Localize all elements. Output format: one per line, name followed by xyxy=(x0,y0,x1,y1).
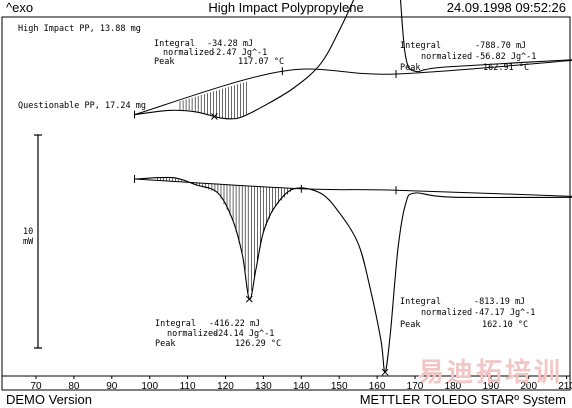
scale-bar-unit: mW xyxy=(23,237,34,247)
x-tick-label: 100 xyxy=(141,381,158,392)
integral-box-high-impact-1: Integral -34.28 mJ normalized -2.47 Jg^-… xyxy=(154,39,284,67)
x-tick-label: 120 xyxy=(217,381,234,392)
integral-value: -34.28 mJ xyxy=(207,39,253,49)
scale-bar: 10 mW xyxy=(23,134,42,349)
peak-marker xyxy=(245,295,253,303)
svg-text:normalized: normalized xyxy=(163,48,214,58)
x-tick-label: 80 xyxy=(68,381,80,392)
watermark: 易迪拓培训 xyxy=(418,357,564,387)
svg-text:Peak: Peak xyxy=(400,320,420,330)
integral-box-questionable-2: Integral -813.19 mJ normalized -47.17 Jg… xyxy=(400,297,535,330)
series-0 xyxy=(134,0,572,120)
system-label: METTLER TOLEDO STARº System xyxy=(359,392,566,407)
x-tick-label: 70 xyxy=(30,381,42,392)
scale-bar-value: 10 xyxy=(23,227,33,237)
dsc-curve-1 xyxy=(134,176,572,373)
x-tick-label: 160 xyxy=(369,381,386,392)
integral-normalized: -2.47 Jg^-1 xyxy=(211,48,267,58)
x-tick-label: 130 xyxy=(255,381,272,392)
integral-box-questionable-1: Integral -416.22 mJ normalized -24.14 Jg… xyxy=(155,319,281,349)
integral-label: Integral xyxy=(155,319,196,329)
integral-box-high-impact-2: Integral -788.70 mJ normalized -56.82 Jg… xyxy=(400,41,536,73)
integral-peak: 117.07 °C xyxy=(238,57,284,67)
timestamp: 24.09.1998 09:52:26 xyxy=(446,0,566,15)
integral-peak: 126.29 °C xyxy=(235,339,281,349)
x-tick-label: 140 xyxy=(293,381,310,392)
integral-label: Integral xyxy=(400,297,441,307)
integral-label: Integral xyxy=(154,39,195,49)
x-tick-label: 90 xyxy=(106,381,118,392)
integral-peak: 162.10 °C xyxy=(482,320,528,330)
baseline-line-1 xyxy=(134,178,572,197)
x-tick-label: 180 xyxy=(445,381,462,392)
series-1 xyxy=(134,175,572,376)
series-label-questionable: Questionable PP, 17.24 mg xyxy=(18,101,146,111)
x-tick-label: 150 xyxy=(331,381,348,392)
svg-text:normalized: normalized xyxy=(421,308,472,318)
x-tick-label: 190 xyxy=(482,381,499,392)
plot-frame xyxy=(1,16,571,391)
exo-direction-label: ^exo xyxy=(6,0,34,15)
baseline-line-0 xyxy=(134,59,572,116)
svg-text:normalized: normalized xyxy=(421,52,472,62)
peak-marker xyxy=(381,368,389,376)
x-tick-label: 210 xyxy=(558,381,572,392)
integral-value: -813.19 mJ xyxy=(474,297,525,307)
x-tick-label: 170 xyxy=(407,381,424,392)
demo-version-label: DEMO Version xyxy=(6,392,92,407)
integral-normalized: -56.82 Jg^-1 xyxy=(475,52,536,62)
integral-label: Integral xyxy=(400,41,441,51)
svg-text:Peak: Peak xyxy=(155,339,175,349)
x-tick-label: 200 xyxy=(520,381,537,392)
peak-marker xyxy=(211,113,218,120)
integral-normalized: -24.14 Jg^-1 xyxy=(213,329,274,339)
integral-value: -416.22 mJ xyxy=(209,319,260,329)
svg-text:Peak: Peak xyxy=(154,57,174,67)
svg-text:normalized: normalized xyxy=(167,329,218,339)
x-tick-label: 110 xyxy=(180,381,196,392)
integral-peak: 162.91 °C xyxy=(483,63,529,73)
svg-text:Peak: Peak xyxy=(400,63,420,73)
integral-normalized: -47.17 Jg^-1 xyxy=(474,308,535,318)
series-label-high-impact: High Impact PP, 13.88 mg xyxy=(18,24,141,34)
integral-value: -788.70 mJ xyxy=(475,41,526,51)
dsc-curve-0 xyxy=(134,0,572,120)
chart-title: High Impact Polypropylene xyxy=(208,0,364,15)
